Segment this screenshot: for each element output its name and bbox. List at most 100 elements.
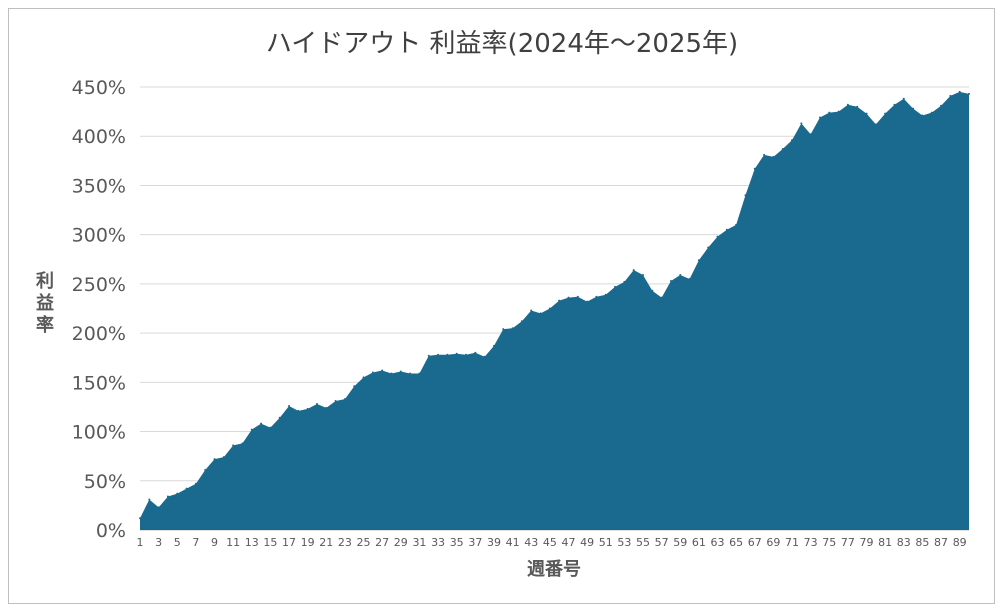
data-point bbox=[837, 110, 840, 113]
x-tick-label: 7 bbox=[192, 536, 199, 549]
data-point bbox=[269, 426, 272, 429]
data-point bbox=[148, 498, 151, 501]
data-point bbox=[632, 269, 635, 272]
x-tick-label: 83 bbox=[897, 536, 911, 549]
x-tick-label: 31 bbox=[412, 536, 426, 549]
data-point bbox=[623, 280, 626, 283]
x-tick-label: 65 bbox=[729, 536, 743, 549]
y-tick-label: 0% bbox=[96, 520, 126, 542]
x-tick-label: 49 bbox=[580, 536, 594, 549]
data-point bbox=[315, 402, 318, 405]
x-tick-label: 67 bbox=[748, 536, 762, 549]
data-point bbox=[856, 105, 859, 108]
data-point bbox=[260, 422, 263, 425]
x-tick-label: 81 bbox=[878, 536, 892, 549]
y-axis-label: 利益率 bbox=[36, 270, 54, 336]
data-point bbox=[418, 372, 421, 375]
y-axis-label-char: 率 bbox=[36, 314, 54, 336]
data-point bbox=[176, 492, 179, 495]
data-point bbox=[968, 92, 970, 95]
data-point bbox=[725, 228, 728, 231]
data-point bbox=[530, 309, 533, 312]
data-point bbox=[707, 246, 710, 249]
data-point bbox=[697, 259, 700, 262]
data-point bbox=[241, 442, 244, 445]
data-point bbox=[763, 153, 766, 156]
data-point bbox=[427, 354, 430, 357]
series-layer bbox=[139, 90, 970, 531]
x-tick-label: 17 bbox=[282, 536, 296, 549]
data-point bbox=[828, 111, 831, 114]
x-tick-label: 3 bbox=[155, 536, 162, 549]
data-point bbox=[772, 155, 775, 158]
x-tick-label: 43 bbox=[524, 536, 538, 549]
x-tick-label: 89 bbox=[953, 536, 967, 549]
y-tick-label: 50% bbox=[84, 471, 126, 493]
data-point bbox=[306, 407, 309, 410]
x-tick-label: 45 bbox=[543, 536, 557, 549]
x-tick-label: 51 bbox=[599, 536, 613, 549]
x-tick-label: 41 bbox=[506, 536, 520, 549]
data-point bbox=[334, 400, 337, 403]
data-point bbox=[595, 295, 598, 298]
x-tick-label: 69 bbox=[766, 536, 780, 549]
data-point bbox=[800, 122, 803, 125]
data-point bbox=[744, 194, 747, 197]
data-point bbox=[893, 103, 896, 106]
data-point bbox=[446, 353, 449, 356]
x-tick-label: 71 bbox=[785, 536, 799, 549]
data-point bbox=[455, 352, 458, 355]
data-point bbox=[846, 103, 849, 106]
data-point bbox=[902, 97, 905, 100]
data-point bbox=[194, 482, 197, 485]
x-tick-label: 23 bbox=[338, 536, 352, 549]
x-tick-label: 47 bbox=[561, 536, 575, 549]
data-point bbox=[539, 312, 542, 315]
x-tick-label: 27 bbox=[375, 536, 389, 549]
data-point bbox=[381, 369, 384, 372]
x-tick-label: 25 bbox=[357, 536, 371, 549]
data-point bbox=[232, 444, 235, 447]
area-series bbox=[140, 91, 969, 531]
x-tick-label: 19 bbox=[301, 536, 315, 549]
data-point bbox=[865, 112, 868, 115]
data-point bbox=[371, 371, 374, 374]
data-point bbox=[157, 506, 160, 509]
y-tick-label: 400% bbox=[72, 126, 126, 148]
data-point bbox=[651, 289, 654, 292]
data-point bbox=[278, 416, 281, 419]
y-tick-label: 350% bbox=[72, 175, 126, 197]
x-tick-label: 9 bbox=[211, 536, 218, 549]
x-tick-label: 73 bbox=[804, 536, 818, 549]
data-point bbox=[185, 487, 188, 490]
data-point bbox=[576, 295, 579, 298]
data-point bbox=[465, 353, 468, 356]
x-tick-label: 87 bbox=[934, 536, 948, 549]
data-point bbox=[204, 468, 207, 471]
data-point bbox=[716, 235, 719, 238]
y-axis-label-char: 益 bbox=[36, 292, 54, 314]
x-tick-label: 79 bbox=[860, 536, 874, 549]
data-point bbox=[139, 517, 141, 520]
data-point bbox=[791, 139, 794, 142]
y-tick-label: 450% bbox=[72, 77, 126, 99]
y-axis-ticks: 0% 50% 100% 150% 200% 250% 300% 350% 400% 450% bbox=[72, 77, 126, 542]
data-point bbox=[474, 351, 477, 354]
x-tick-label: 11 bbox=[226, 536, 240, 549]
x-tick-label: 61 bbox=[692, 536, 706, 549]
x-tick-label: 77 bbox=[841, 536, 855, 549]
data-point bbox=[390, 372, 393, 375]
data-point bbox=[166, 495, 169, 498]
data-point bbox=[874, 123, 877, 126]
data-point bbox=[325, 406, 328, 409]
chart-canvas: ハイドアウト 利益率(2024年～2025年) 0% 50% 100% 150% 200… bbox=[36, 29, 970, 580]
x-tick-label: 33 bbox=[431, 536, 445, 549]
data-point bbox=[250, 428, 253, 431]
data-point bbox=[511, 327, 514, 330]
data-point bbox=[679, 274, 682, 277]
data-point bbox=[409, 372, 412, 375]
data-point bbox=[520, 320, 523, 323]
data-point bbox=[502, 328, 505, 331]
x-tick-label: 37 bbox=[468, 536, 482, 549]
y-tick-label: 250% bbox=[72, 274, 126, 296]
